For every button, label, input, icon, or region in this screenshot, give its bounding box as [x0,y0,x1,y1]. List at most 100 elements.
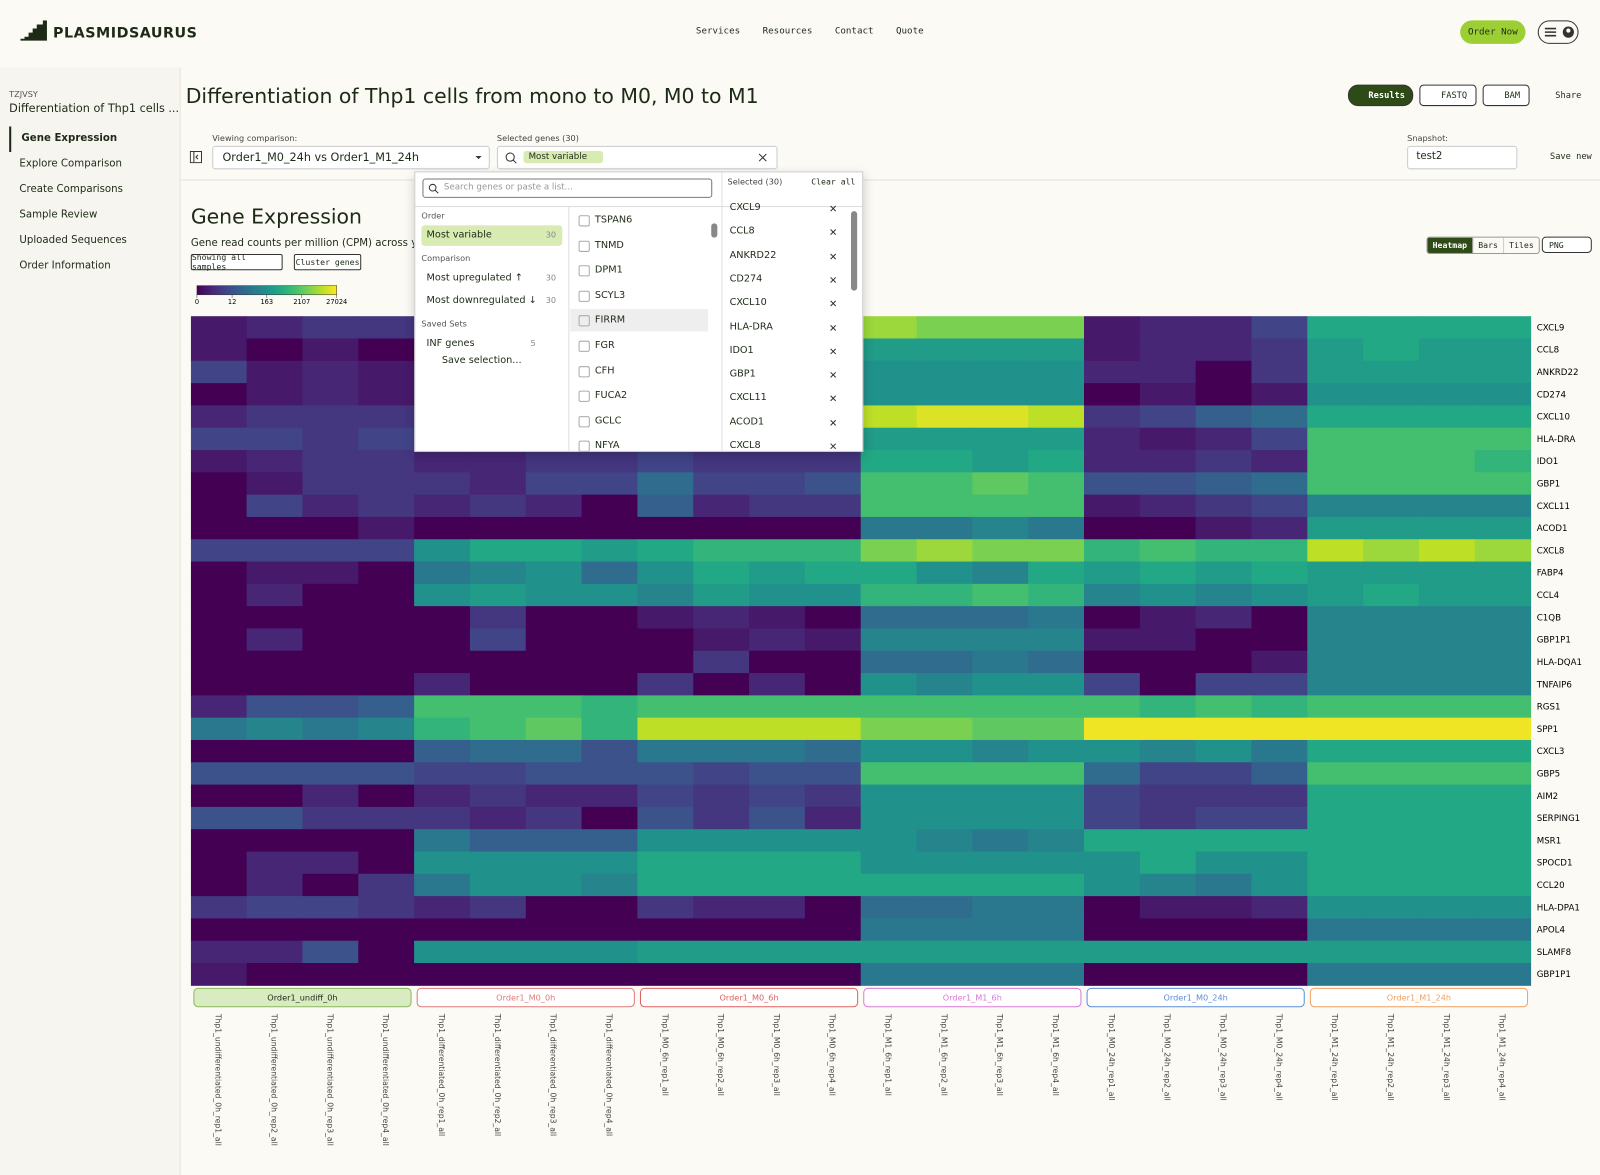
selected-gene[interactable]: CXCL11 [723,388,843,408]
heatmap-cell [246,784,303,808]
nav-link[interactable]: Quote [895,26,924,37]
heatmap-cell [1307,851,1364,875]
heatmap-cell [916,695,973,719]
selected-gene[interactable]: ANKRD22 [723,245,843,265]
remove-icon[interactable] [830,371,837,378]
gene-option[interactable]: DPM1 [570,259,708,281]
remove-icon[interactable] [830,348,837,355]
action-button[interactable]: Share [1537,85,1588,106]
view-tab[interactable]: Heatmap [1427,237,1473,253]
section-button[interactable]: Cluster genes [293,253,362,271]
selected-gene[interactable]: CD274 [723,269,843,289]
sample-label: Thp1_M1_24h_rep4_all [1498,1013,1507,1101]
account-menu[interactable] [1537,20,1579,44]
heatmap-cell [860,918,918,942]
gene-option[interactable]: FIRRM [570,309,709,332]
action-button[interactable]: BAM [1482,84,1530,107]
gene-option[interactable]: CFH [570,360,708,382]
heatmap-cell [190,963,248,986]
set-item[interactable]: INF genes 5 [421,334,562,354]
heatmap-cell [1363,918,1420,942]
remove-icon[interactable] [830,205,837,212]
action-button[interactable]: FASTQ [1419,84,1477,107]
remove-icon[interactable] [830,300,837,307]
selected-gene[interactable]: CXCL8 [723,436,843,456]
chip[interactable]: Most variable [523,150,604,164]
heatmap-cell [246,717,303,741]
heatmap-cell [1418,360,1476,384]
heatmap-cell [1363,494,1420,518]
menu-item[interactable]: Uploaded Sequences [19,234,127,246]
export-button[interactable]: PNG [1541,236,1592,253]
remove-icon[interactable] [830,276,837,283]
selected-gene[interactable]: CXCL10 [723,293,843,313]
remove-icon[interactable] [830,395,837,402]
gene-option[interactable]: TSPAN6 [570,209,708,231]
checkbox [578,415,590,428]
sample-label: Thp1_undifferentiated_0h_rep2_all [269,1013,278,1146]
heatmap-cell [1195,650,1252,674]
heatmap-cell [1418,963,1476,986]
heatmap-cell [1251,739,1308,763]
heatmap-cell [1028,405,1085,429]
selected-gene[interactable]: ACOD1 [723,412,843,432]
view-tab[interactable]: Bars [1472,237,1503,253]
logo[interactable]: PLASMIDSAURUS [53,25,198,42]
menu-item[interactable]: Gene Expression [9,126,172,152]
remove-icon[interactable] [830,419,837,426]
gene-option[interactable]: GCLC [570,410,708,432]
heatmap-cell [525,717,583,741]
menu-item[interactable]: Sample Review [19,209,98,221]
remove-icon[interactable] [830,324,837,331]
nav-link[interactable]: Services [695,26,741,37]
gene-select[interactable]: Most variable [496,145,778,170]
heatmap-cell [1307,762,1364,786]
set-item[interactable]: Most upregulated ↑ 30 [421,268,562,288]
selected-gene[interactable]: IDO1 [723,340,843,360]
remove-icon[interactable] [830,253,837,260]
comparison-select[interactable]: Order1_M0_24h vs Order1_M1_24h [212,145,490,170]
nav-link[interactable]: Resources [762,26,813,37]
view-tab[interactable]: Tiles [1503,237,1539,253]
save-new[interactable]: Save new [1549,151,1592,163]
set-item[interactable]: Most downregulated ↓ 30 [421,291,562,311]
menu-item[interactable]: Explore Comparison [19,158,123,170]
selected-gene[interactable]: CXCL9 [723,198,843,218]
heatmap-cell [637,606,694,629]
selected-gene[interactable]: GBP1 [723,364,843,384]
heatmap-cell [972,628,1029,652]
action-button[interactable]: Results [1347,84,1414,107]
nav-link[interactable]: Contact [834,26,874,37]
heatmap-cell [1363,561,1420,585]
selected-gene[interactable]: HLA-DRA [723,317,843,337]
gene-option[interactable]: SCYL3 [570,284,708,306]
gene-label: CXCL11 [1537,502,1570,512]
collapse-icon[interactable] [189,150,203,164]
heatmap-cell [469,650,527,674]
set-item[interactable]: Most variable 30 [421,225,563,246]
gene-option[interactable]: FUCA2 [570,385,708,407]
remove-icon[interactable] [830,443,837,450]
remove-icon[interactable] [830,229,837,236]
heatmap-cell [1363,873,1420,897]
selected-gene[interactable]: CCL8 [723,222,843,242]
heatmap-cell [581,918,638,942]
menu-item[interactable]: Create Comparisons [19,183,123,195]
snapshot-select[interactable]: test2 [1407,145,1518,170]
heatmap-cell [1474,650,1532,674]
clear-all[interactable]: Clear all [811,177,856,187]
gene-option[interactable]: NFYA [570,435,708,457]
search-placeholder: Search genes or paste a list... [443,182,573,193]
clear-icon[interactable] [758,153,767,162]
heatmap-cell [1474,316,1532,340]
heatmap-cell [1028,472,1085,496]
section-button[interactable]: Showing all samples [190,253,283,271]
gene-option[interactable]: FGR [570,335,708,357]
save-selection[interactable]: Save selection... [441,354,522,367]
search-box[interactable]: Search genes or paste a list... [422,178,713,198]
gene-option[interactable]: TNMD [570,234,708,256]
gene-label: SERPING1 [1537,814,1580,824]
order-now-button[interactable]: Order Now [1460,20,1526,44]
menu-item[interactable]: Order Information [19,260,111,272]
heatmap-cell [358,427,415,451]
